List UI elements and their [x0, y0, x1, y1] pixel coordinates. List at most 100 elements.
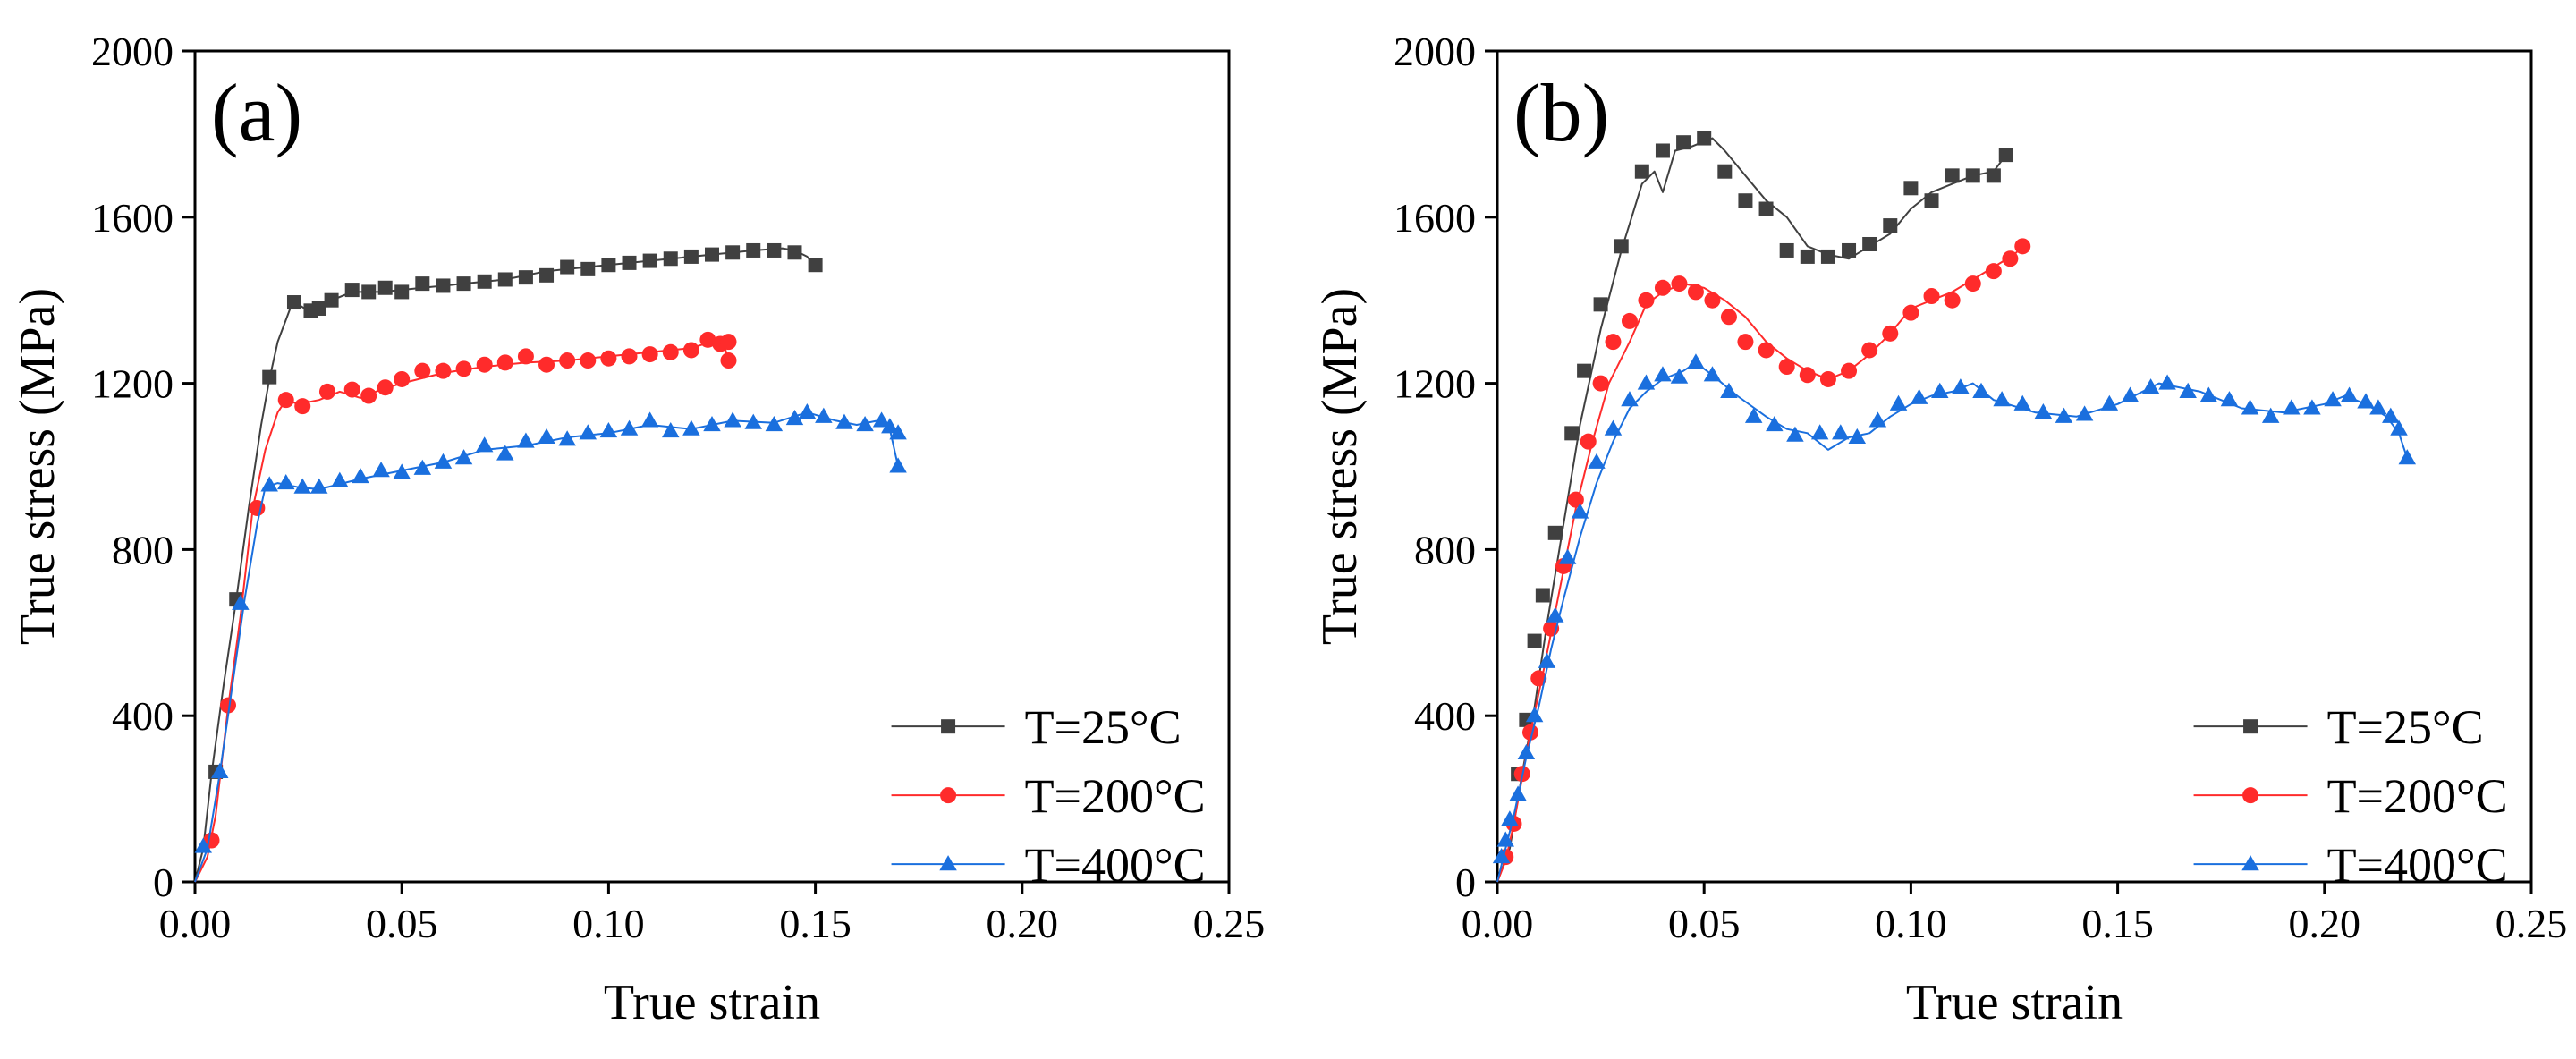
- data-point: [765, 415, 784, 432]
- legend-label: T=25°C: [2327, 700, 2484, 754]
- data-point: [1800, 249, 1815, 264]
- legend-label: T=400°C: [1025, 838, 1206, 892]
- y-tick-label: 400: [112, 693, 174, 739]
- data-point: [377, 280, 393, 295]
- data-point: [1832, 424, 1850, 440]
- data-point: [808, 258, 823, 273]
- data-point: [344, 283, 360, 298]
- data-point: [434, 453, 453, 469]
- data-point: [538, 428, 555, 445]
- x-tick-label: 0.15: [779, 901, 852, 946]
- data-point: [2034, 403, 2053, 419]
- legend-marker: [941, 719, 956, 734]
- y-axis-title: True stress (MPa): [10, 288, 65, 645]
- data-point: [881, 418, 899, 434]
- data-point: [324, 292, 339, 308]
- data-point: [1842, 242, 1857, 258]
- data-point: [785, 410, 804, 426]
- panel-a: 0.00 0.05 0.10 0.15 0.20 0.25 0 400 800 1200 1600 2…: [10, 29, 1265, 1030]
- legend: T=25°C T=200°C T=400°C: [2193, 700, 2508, 892]
- data-point: [1654, 366, 1672, 382]
- data-point: [455, 360, 472, 377]
- data-point: [394, 284, 410, 300]
- data-point: [1517, 743, 1536, 760]
- data-point: [211, 762, 229, 778]
- data-point: [1820, 249, 1835, 264]
- series-line: [1496, 361, 2409, 883]
- data-point: [539, 267, 555, 283]
- data-point: [599, 421, 618, 438]
- y-tick-label: 2000: [1394, 29, 1476, 74]
- panel-label: (b): [1513, 67, 1609, 158]
- data-point: [331, 471, 349, 487]
- data-point: [1868, 411, 1887, 428]
- data-point: [2283, 399, 2301, 415]
- data-point: [1758, 201, 1774, 216]
- y-tick-label: 0: [1455, 860, 1476, 905]
- data-point: [640, 411, 659, 428]
- data-point: [580, 352, 597, 369]
- data-point: [2199, 386, 2218, 402]
- data-point: [2382, 407, 2400, 423]
- data-point: [1614, 239, 1629, 254]
- legend-marker: [2242, 787, 2259, 804]
- data-point: [1637, 374, 1656, 390]
- legend-label: T=200°C: [2327, 769, 2508, 823]
- data-point: [538, 356, 555, 373]
- data-point: [1848, 428, 1867, 445]
- data-point: [232, 594, 250, 610]
- x-axis-title: True strain: [1906, 975, 2123, 1030]
- data-point: [2390, 419, 2408, 436]
- data-point: [744, 413, 762, 429]
- data-point: [1571, 503, 1589, 519]
- data-point: [219, 697, 236, 714]
- data-point: [1862, 236, 1877, 251]
- data-point: [436, 278, 451, 293]
- data-point: [2158, 374, 2176, 390]
- data-point: [683, 249, 699, 264]
- data-point: [1654, 279, 1671, 296]
- y-tick-label: 800: [1414, 527, 1476, 572]
- data-point: [1841, 362, 1858, 379]
- data-point: [2179, 382, 2197, 398]
- y-tick-label: 1600: [91, 195, 174, 241]
- data-point: [497, 272, 513, 287]
- data-point: [856, 415, 874, 432]
- data-point: [621, 348, 638, 365]
- legend-label: T=200°C: [1025, 769, 1206, 823]
- data-point: [476, 356, 493, 373]
- data-point: [477, 274, 492, 289]
- data-point: [1521, 724, 1538, 741]
- data-point: [1779, 242, 1794, 258]
- data-point: [705, 247, 719, 262]
- data-point: [2100, 394, 2119, 411]
- data-point: [662, 343, 679, 360]
- data-point: [1766, 415, 1784, 432]
- data-point: [517, 432, 535, 448]
- data-point: [622, 255, 637, 270]
- data-point: [1687, 284, 1704, 301]
- data-point: [277, 392, 294, 409]
- data-point: [2121, 386, 2140, 402]
- data-point: [1621, 391, 1639, 407]
- data-point: [1810, 424, 1829, 440]
- data-point: [377, 379, 394, 396]
- data-point: [1952, 378, 1970, 394]
- data-point: [1535, 588, 1550, 603]
- data-point: [559, 352, 576, 369]
- data-point: [318, 383, 335, 400]
- data-point: [1861, 342, 1878, 359]
- data-point: [579, 424, 597, 440]
- data-point: [1744, 407, 1763, 423]
- data-point: [372, 462, 390, 478]
- data-point: [746, 242, 761, 258]
- data-point: [1496, 831, 1514, 847]
- data-point: [496, 354, 513, 371]
- data-point: [2055, 407, 2073, 423]
- data-point: [1547, 525, 1563, 540]
- series-2: [1492, 353, 2417, 883]
- legend-label: T=25°C: [1025, 700, 1182, 754]
- data-point: [815, 407, 833, 423]
- data-point: [725, 245, 741, 260]
